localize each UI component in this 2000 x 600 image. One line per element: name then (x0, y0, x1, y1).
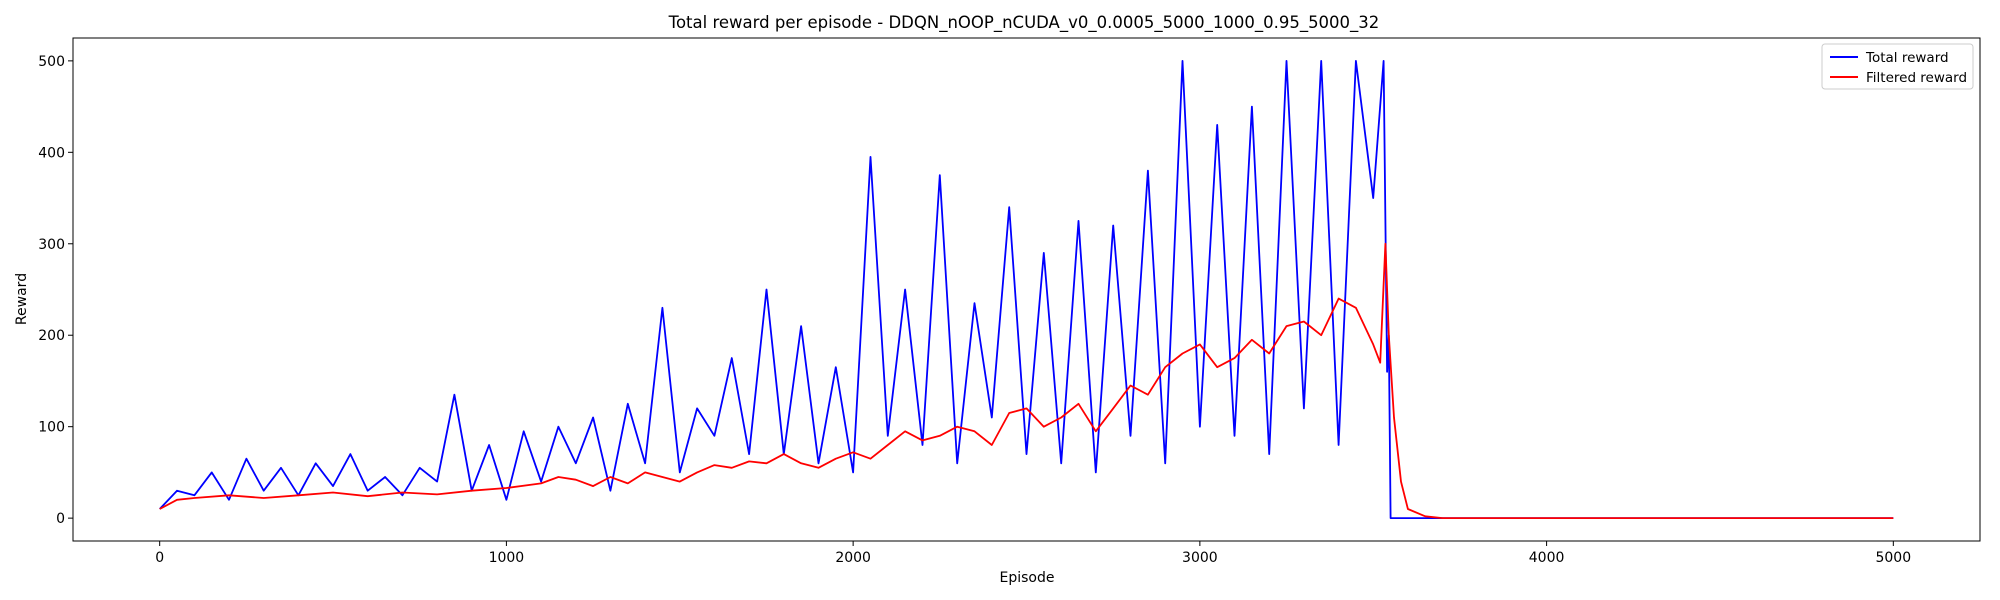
x-tick-label: 5000 (1875, 550, 1911, 566)
y-tick-label: 0 (56, 511, 65, 527)
y-tick-label: 100 (38, 420, 65, 436)
x-tick-label: 3000 (1182, 550, 1218, 566)
legend-box (1821, 43, 1974, 90)
x-tick-label: 2000 (835, 550, 871, 566)
x-axis-label: Episode (1000, 570, 1055, 586)
legend-label: Filtered reward (1866, 70, 1967, 86)
y-tick-label: 400 (38, 145, 65, 161)
x-axis: 0 1000 2000 3000 4000 5000 (155, 541, 1911, 566)
y-tick-label: 200 (38, 328, 65, 344)
y-tick-label: 300 (38, 237, 65, 253)
y-axis-label: Reward (14, 273, 30, 325)
legend-label: Total reward (1865, 50, 1949, 66)
x-tick-label: 0 (155, 550, 164, 566)
series-line-total-reward (159, 60, 1894, 519)
plot-frame (72, 37, 1981, 542)
x-tick-label: 1000 (489, 550, 525, 566)
y-axis: 0 100 200 300 400 500 (38, 54, 73, 527)
series-layer (159, 60, 1894, 519)
chart-title: Total reward per episode - DDQN_nOOP_nCU… (668, 13, 1380, 33)
legend: Total reward Filtered reward (1821, 43, 1974, 90)
x-tick-label: 4000 (1529, 550, 1565, 566)
series-line-filtered-reward (159, 242, 1894, 519)
y-tick-label: 500 (38, 54, 65, 70)
